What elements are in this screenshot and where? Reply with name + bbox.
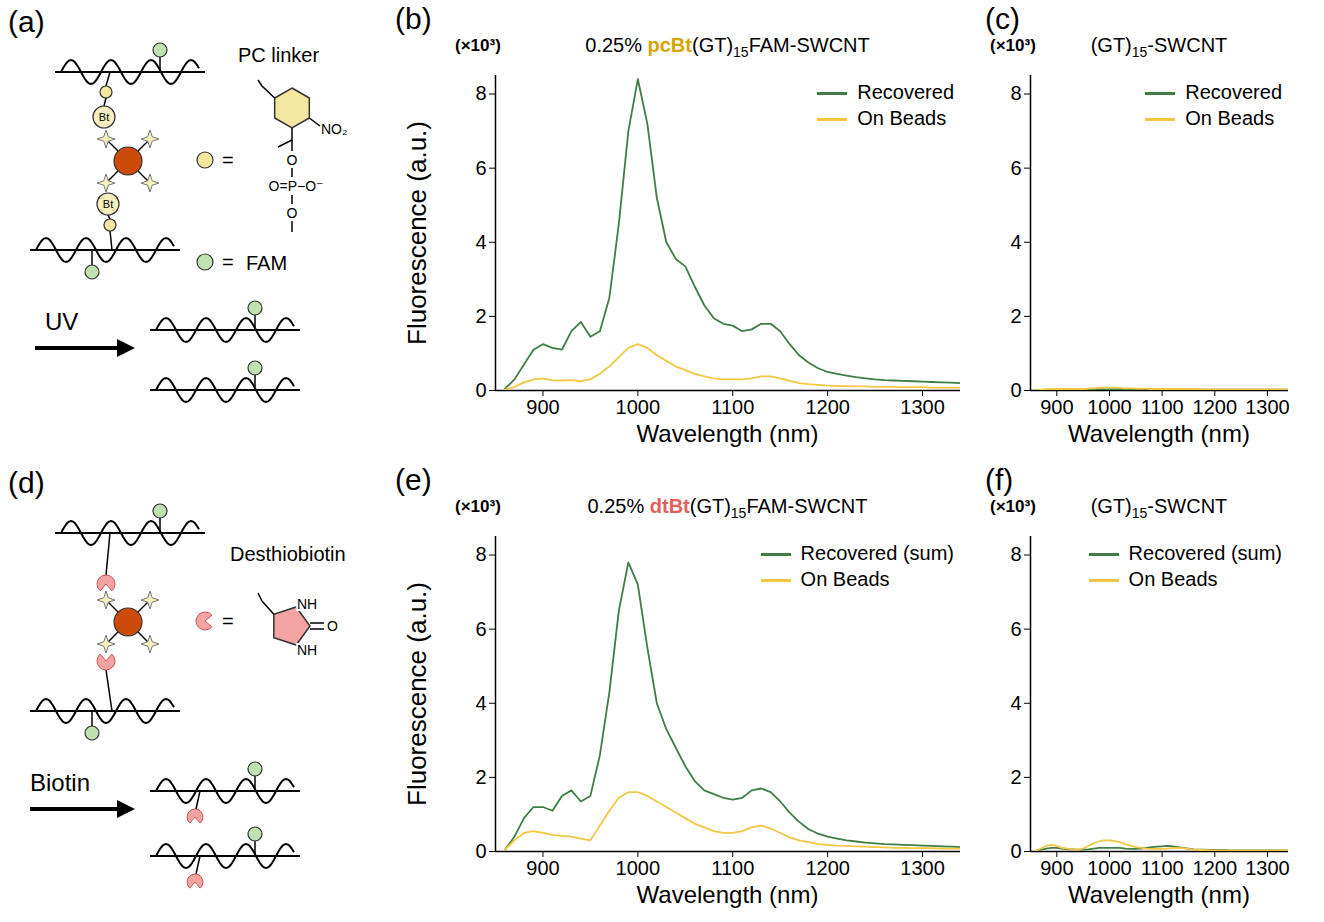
svg-text:Biotin: Biotin (30, 769, 90, 796)
html-text:Wavelength (nm): Wavelength (nm) (636, 881, 819, 908)
html-text:Fluorescence (a.u.): Fluorescence (a.u.) (401, 120, 432, 345)
svg-text:2: 2 (475, 766, 486, 788)
svg-text:2: 2 (1010, 766, 1021, 788)
svg-text:1200: 1200 (1193, 857, 1238, 879)
html-text:(b): (b) (395, 2, 432, 35)
svg-text:8: 8 (1010, 82, 1021, 104)
svg-text:4: 4 (475, 231, 486, 253)
svg-text:1100: 1100 (1141, 396, 1184, 418)
svg-text:900: 900 (526, 857, 559, 879)
html-text:(×10³): (×10³) (990, 497, 1036, 516)
html-text:(GT)15-SWCNT: (GT)15-SWCNT (1090, 495, 1228, 521)
html-text:(×10³): (×10³) (455, 497, 501, 516)
html-text:(e): (e) (395, 463, 432, 496)
svg-text:0: 0 (1010, 379, 1021, 401)
svg-text:=: = (222, 251, 234, 273)
svg-text:1200: 1200 (1193, 396, 1238, 418)
svg-text:6: 6 (1010, 157, 1021, 179)
html-text:Recovered: Recovered (857, 81, 954, 103)
svg-text:1000: 1000 (1087, 396, 1132, 418)
html-text:Recovered: Recovered (1185, 81, 1282, 103)
svg-text:900: 900 (1040, 396, 1073, 418)
svg-text:1300: 1300 (1245, 396, 1290, 418)
svg-text:1300: 1300 (900, 396, 945, 418)
svg-text:2: 2 (1010, 305, 1021, 327)
svg-text:1100: 1100 (1141, 857, 1184, 879)
svg-text:O: O (287, 205, 298, 221)
svg-text:1300: 1300 (900, 857, 945, 879)
svg-text:0: 0 (1010, 840, 1021, 862)
html-text:Wavelength (nm): Wavelength (nm) (636, 420, 819, 447)
svg-text:1100: 1100 (711, 857, 754, 879)
html-text:On Beads: On Beads (1128, 568, 1218, 590)
svg-text:4: 4 (1010, 231, 1021, 253)
svg-text:900: 900 (1040, 857, 1073, 879)
html-text:0.25% pcBt (GT)15FAM-SWCNT: 0.25% pcBt (GT)15FAM-SWCNT (585, 34, 870, 60)
svg-text:Bt: Bt (103, 198, 113, 210)
svg-text:1000: 1000 (616, 396, 661, 418)
svg-text:FAM: FAM (246, 252, 287, 274)
svg-text:1000: 1000 (1087, 857, 1132, 879)
svg-text:O: O (287, 152, 298, 168)
html-text:(×10³): (×10³) (455, 36, 501, 55)
html-text:(×10³): (×10³) (990, 36, 1036, 55)
html-text:(c): (c) (985, 2, 1020, 35)
svg-text:NO₂: NO₂ (321, 121, 347, 137)
html-text:On Beads: On Beads (1185, 107, 1275, 129)
svg-text:4: 4 (475, 692, 486, 714)
svg-text:4: 4 (1010, 692, 1021, 714)
svg-text:1300: 1300 (1245, 857, 1290, 879)
svg-text:(a): (a) (8, 5, 45, 38)
html-text:Recovered (sum): Recovered (sum) (1128, 542, 1282, 564)
svg-text:0: 0 (475, 840, 486, 862)
svg-text:2: 2 (475, 305, 486, 327)
svg-text:1000: 1000 (616, 857, 661, 879)
html-text:(GT)15-SWCNT: (GT)15-SWCNT (1090, 34, 1228, 60)
svg-text:1200: 1200 (805, 857, 850, 879)
svg-text:900: 900 (526, 396, 559, 418)
html-text:On Beads: On Beads (800, 568, 890, 590)
svg-text:Desthiobiotin: Desthiobiotin (230, 543, 346, 565)
html-text:On Beads: On Beads (857, 107, 947, 129)
svg-text:O: O (327, 618, 338, 634)
svg-text:6: 6 (475, 618, 486, 640)
svg-text:6: 6 (475, 157, 486, 179)
svg-text:6: 6 (1010, 618, 1021, 640)
svg-text:8: 8 (475, 82, 486, 104)
html-text:Wavelength (nm): Wavelength (nm) (1068, 420, 1250, 447)
svg-text:O=P−O⁻: O=P−O⁻ (269, 178, 324, 194)
svg-text:UV: UV (45, 308, 78, 335)
svg-text:1100: 1100 (711, 396, 754, 418)
svg-text:NH: NH (297, 596, 317, 612)
svg-text:1200: 1200 (805, 396, 850, 418)
html-text:Fluorescence (a.u.): Fluorescence (a.u.) (401, 581, 432, 806)
svg-text:PC linker: PC linker (238, 44, 319, 66)
html-text:Wavelength (nm): Wavelength (nm) (1068, 881, 1250, 908)
html-text:0.25% dtBt (GT)15FAM-SWCNT: 0.25% dtBt (GT)15FAM-SWCNT (587, 495, 868, 521)
svg-text:8: 8 (1010, 543, 1021, 565)
html-text:(f): (f) (985, 463, 1014, 496)
svg-text:=: = (222, 610, 234, 632)
svg-text:8: 8 (475, 543, 486, 565)
svg-text:=: = (222, 149, 234, 171)
svg-text:(d): (d) (8, 466, 45, 499)
svg-text:Bt: Bt (99, 111, 109, 123)
svg-text:0: 0 (475, 379, 486, 401)
html-text:Recovered (sum): Recovered (sum) (800, 542, 954, 564)
svg-text:NH: NH (297, 642, 317, 658)
